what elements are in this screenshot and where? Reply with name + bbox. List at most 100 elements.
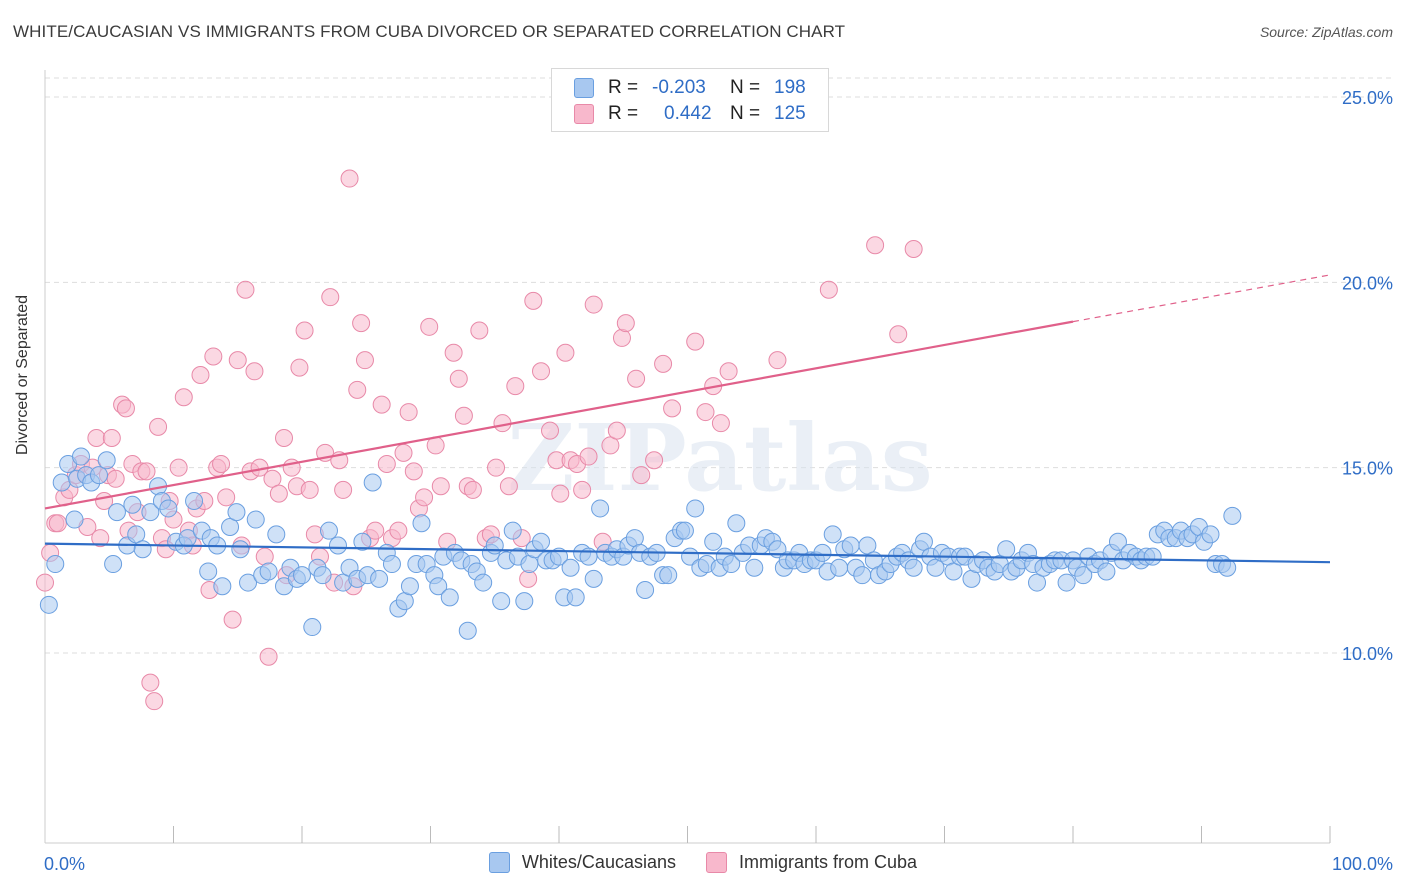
white-point <box>904 558 923 577</box>
trend-lines <box>44 274 1331 564</box>
cuba-point <box>579 447 598 466</box>
series-legend: Whites/Caucasians Immigrants from Cuba <box>0 852 1406 873</box>
legend-swatch-cuba <box>574 104 594 124</box>
cuba-point <box>149 417 168 436</box>
cuba-point <box>300 480 319 499</box>
legend-n-label: N = <box>730 103 761 124</box>
white-point <box>246 510 265 529</box>
white-point <box>1028 573 1047 592</box>
cuba-point <box>228 351 247 370</box>
legend-swatch-cuba <box>706 852 727 873</box>
white-point <box>440 588 459 607</box>
cuba-point <box>524 291 543 310</box>
legend-label-cuba: Immigrants from Cuba <box>739 852 918 872</box>
white-point <box>503 521 522 540</box>
white-point <box>823 525 842 544</box>
white-point <box>458 621 477 640</box>
cuba-point <box>645 451 664 470</box>
white-point <box>141 503 160 522</box>
source-label: Source: ZipAtlas.com <box>1259 24 1393 40</box>
cuba-point <box>866 236 885 255</box>
cuba-point <box>584 295 603 314</box>
y-tick-label: 15.0% <box>1342 459 1393 479</box>
axes <box>44 70 1331 844</box>
cuba-point <box>499 477 518 496</box>
cuba-point <box>334 480 353 499</box>
cuba-point <box>236 280 255 299</box>
legend-item-whites[interactable]: Whites/Caucasians <box>488 852 676 873</box>
white-point <box>584 569 603 588</box>
cuba-point <box>394 443 413 462</box>
cuba-point <box>551 484 570 503</box>
white-point <box>722 555 741 574</box>
cuba-point <box>904 239 923 258</box>
cuba-point <box>389 521 408 540</box>
cuba-point <box>295 321 314 340</box>
white-point <box>485 536 504 555</box>
white-point <box>1057 573 1076 592</box>
white-point <box>133 540 152 559</box>
legend-swatch-whites <box>574 78 594 98</box>
white-point <box>267 525 286 544</box>
white-point <box>853 566 872 585</box>
cuba-point <box>487 458 506 477</box>
white-point <box>659 566 678 585</box>
cuba-point <box>541 421 560 440</box>
white-point <box>370 569 389 588</box>
white-point <box>1074 566 1093 585</box>
white-point <box>127 525 146 544</box>
white-point <box>52 473 71 492</box>
chart-title: WHITE/CAUCASIAN VS IMMIGRANTS FROM CUBA … <box>13 22 846 41</box>
white-point <box>363 473 382 492</box>
white-point <box>185 492 204 511</box>
cuba-point <box>352 314 371 333</box>
cuba-point <box>366 521 385 540</box>
white-point <box>636 580 655 599</box>
x-tick-label: 0.0% <box>44 854 85 874</box>
white-point <box>303 618 322 637</box>
x-tick-label: 100.0% <box>1332 854 1393 874</box>
white-point <box>532 532 551 551</box>
white-point <box>1143 547 1162 566</box>
legend-n-value-cuba: 125 <box>774 103 806 124</box>
cuba-point <box>204 347 223 366</box>
white-point <box>515 592 534 611</box>
white-point <box>382 555 401 574</box>
cuba-point <box>768 351 787 370</box>
legend-r-label: R = <box>608 103 639 124</box>
cuba-point <box>444 343 463 362</box>
cuba-point <box>212 454 231 473</box>
white-point <box>704 532 723 551</box>
white-point <box>1201 525 1220 544</box>
legend-item-cuba[interactable]: Immigrants from Cuba <box>706 852 917 873</box>
cuba-point <box>137 462 156 481</box>
cuba-point <box>601 436 620 455</box>
cuba-point <box>431 477 450 496</box>
white-point <box>221 517 240 536</box>
white-point <box>997 540 1016 559</box>
white-point <box>400 577 419 596</box>
cuba-point <box>355 351 374 370</box>
cuba-point <box>145 692 164 711</box>
white-point <box>727 514 746 533</box>
cuba-point <box>290 358 309 377</box>
white-point <box>71 447 90 466</box>
cuba-point <box>377 454 396 473</box>
cuba-point <box>506 377 525 396</box>
cuba-trend-line <box>44 320 1074 510</box>
cuba-point <box>321 288 340 307</box>
cuba-point <box>470 321 489 340</box>
white-point <box>686 499 705 518</box>
white-point <box>474 573 493 592</box>
cuba-point <box>889 325 908 344</box>
y-tick-labels: 10.0% 15.0% 20.0% 25.0% <box>1342 88 1393 664</box>
white-point <box>319 521 338 540</box>
white-point <box>1218 558 1237 577</box>
cuba-point <box>87 429 106 448</box>
white-point <box>1097 562 1116 581</box>
x-tick-labels: 0.0% 100.0% <box>44 854 1393 874</box>
cuba-point <box>269 484 288 503</box>
legend-r-value-whites: -0.203 <box>652 77 706 98</box>
